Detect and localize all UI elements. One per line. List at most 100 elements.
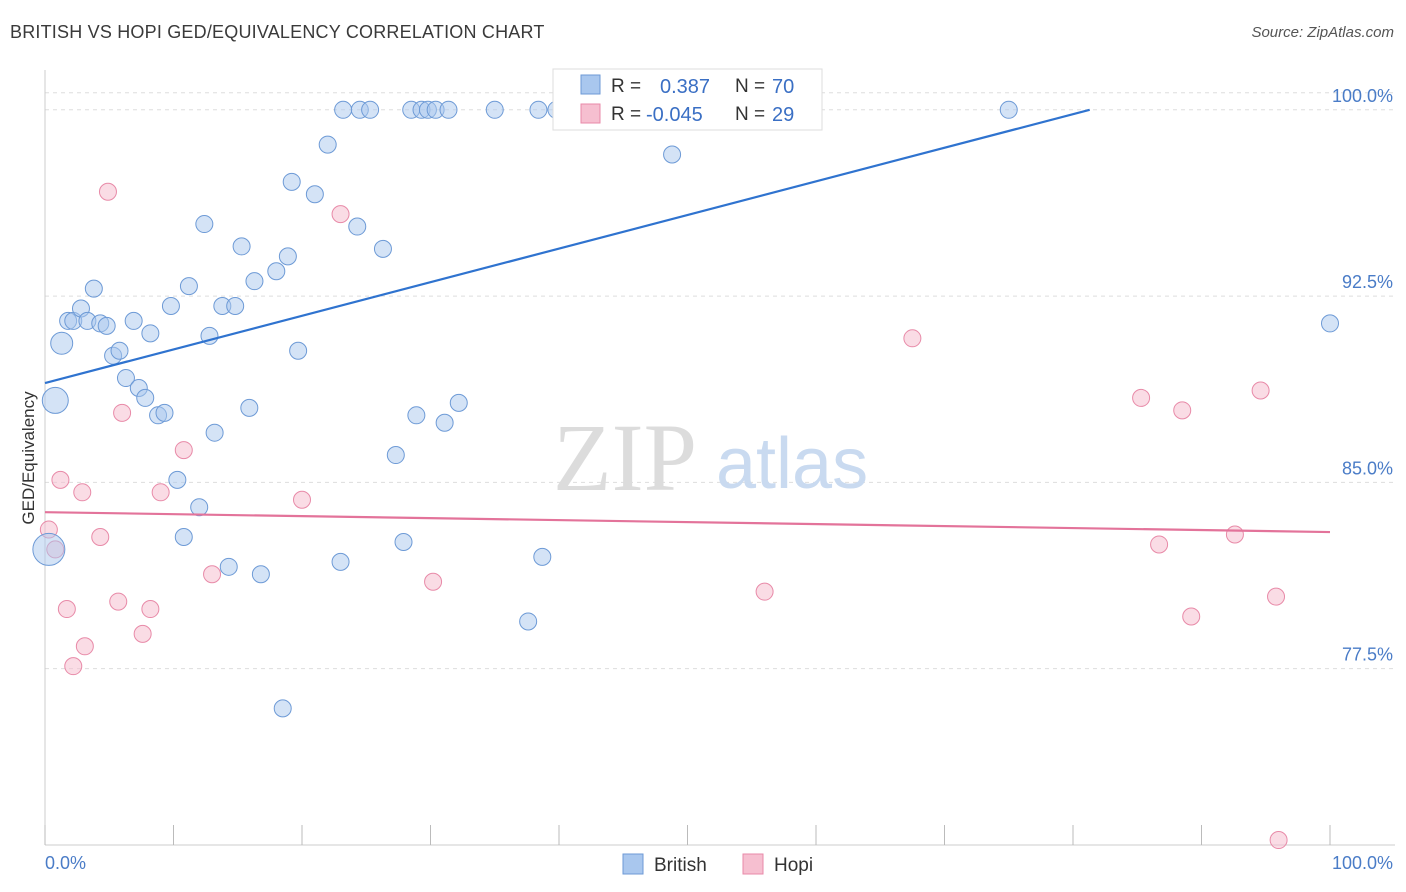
british-point — [136, 388, 155, 407]
british-n-value: 70 — [772, 76, 794, 98]
british-point — [435, 413, 454, 432]
hopi-point — [755, 582, 774, 601]
hopi-point — [1132, 388, 1151, 407]
axes — [44, 70, 1395, 846]
hopi-point — [203, 565, 222, 584]
british-point — [97, 316, 116, 335]
legend-british-label: British — [654, 855, 707, 876]
british-point — [161, 297, 180, 316]
british-point — [251, 565, 270, 584]
legend-hopi-label: Hopi — [774, 855, 813, 876]
british-point — [278, 247, 297, 266]
british-points — [32, 100, 1339, 718]
hopi-point — [1251, 381, 1270, 400]
x-tick-labels: 0.0% 100.0% — [45, 853, 1393, 873]
british-point — [190, 498, 209, 517]
british-point — [305, 185, 324, 204]
hopi-point — [73, 483, 92, 502]
y-tick-label: 77.5% — [1342, 645, 1393, 665]
british-point — [361, 100, 380, 119]
legend-hopi-swatch — [742, 853, 764, 875]
british-point — [32, 532, 66, 566]
hopi-point — [51, 470, 70, 489]
hopi-point — [293, 490, 311, 509]
british-point — [519, 612, 538, 631]
hopi-point — [113, 403, 132, 422]
british-point — [179, 277, 198, 296]
british-point — [289, 341, 308, 360]
hopi-point — [1182, 607, 1201, 626]
british-point — [110, 341, 129, 360]
british-r-label: R = — [611, 76, 641, 97]
y-tick-label: 92.5% — [1342, 272, 1393, 292]
british-r-value: 0.387 — [660, 76, 710, 98]
hopi-point — [141, 600, 160, 619]
y-tick-label: 100.0% — [1332, 86, 1393, 106]
british-point — [240, 398, 259, 417]
british-point — [449, 393, 468, 412]
british-n-label: N = — [735, 76, 765, 97]
british-point — [999, 100, 1018, 119]
british-point — [485, 100, 504, 119]
british-point — [195, 215, 214, 234]
hopi-point — [109, 592, 128, 611]
hopi-point — [75, 637, 94, 656]
british-point — [533, 547, 552, 566]
british-point — [663, 145, 682, 164]
british-point — [41, 386, 69, 414]
hopi-point — [174, 441, 193, 460]
british-point — [386, 446, 405, 465]
watermark-zip: ZIP — [553, 404, 697, 511]
hopi-point — [331, 205, 350, 224]
hopi-swatch — [580, 103, 601, 124]
british-point — [226, 297, 245, 316]
hopi-r-value: -0.045 — [646, 104, 703, 126]
british-point — [334, 100, 353, 119]
british-point — [318, 135, 337, 154]
x-tick-label: 100.0% — [1332, 853, 1393, 873]
legend-british-swatch — [622, 853, 644, 875]
hopi-point — [1269, 831, 1288, 850]
watermark: ZIP atlas — [553, 404, 868, 511]
british-trend-line — [44, 108, 1090, 385]
hopi-point — [1225, 525, 1244, 544]
hopi-point — [1173, 401, 1192, 420]
british-point — [407, 406, 426, 425]
british-point — [394, 532, 413, 551]
british-point — [219, 557, 238, 576]
british-point — [168, 470, 187, 489]
british-point — [1321, 314, 1339, 333]
british-point — [174, 528, 193, 547]
hopi-point — [151, 483, 170, 502]
stats-box: R = 0.387 N = 70 R = -0.045 N = 29 — [552, 68, 823, 131]
hopi-point — [133, 624, 152, 643]
british-point — [267, 262, 286, 281]
hopi-point — [57, 600, 76, 619]
hopi-trend-line — [44, 511, 1331, 534]
hopi-point — [903, 329, 922, 348]
x-ticks — [44, 825, 1331, 845]
british-point — [245, 272, 264, 291]
british-point — [282, 172, 301, 191]
british-point — [232, 237, 251, 256]
british-point — [116, 369, 135, 388]
british-point — [273, 699, 292, 718]
source-label: Source: ZipAtlas.com — [1251, 24, 1394, 41]
y-tick-labels: 77.5% 85.0% 92.5% 100.0% — [1332, 86, 1393, 665]
british-point — [84, 279, 103, 298]
x-tick-label: 0.0% — [45, 853, 86, 873]
british-swatch — [580, 74, 601, 95]
british-point — [205, 423, 224, 442]
british-point — [331, 552, 350, 571]
y-axis-title: GED/Equivalency — [19, 391, 38, 525]
watermark-atlas: atlas — [716, 424, 868, 504]
british-point — [141, 324, 160, 343]
british-point — [373, 239, 392, 258]
hopi-point — [64, 657, 83, 676]
hopi-point — [1267, 587, 1286, 606]
hopi-point — [424, 572, 443, 591]
british-point — [124, 311, 143, 330]
british-point — [348, 217, 367, 236]
british-point — [155, 403, 174, 422]
y-tick-label: 85.0% — [1342, 458, 1393, 478]
